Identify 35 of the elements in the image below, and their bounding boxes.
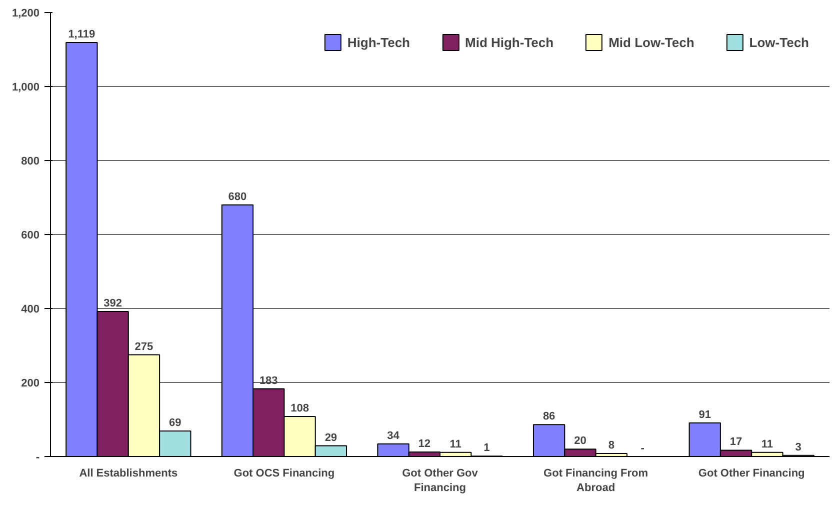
data-label: 20 bbox=[574, 435, 586, 448]
data-label: 8 bbox=[608, 440, 614, 452]
data-label: 69 bbox=[169, 416, 182, 429]
legend-label: Mid Low-Tech bbox=[608, 34, 694, 50]
data-label: 108 bbox=[290, 402, 309, 415]
data-label: 3 bbox=[795, 441, 802, 454]
data-label: 392 bbox=[104, 297, 122, 310]
data-label: 91 bbox=[698, 408, 711, 421]
data-label: 1,119 bbox=[68, 28, 96, 40]
data-label: 1 bbox=[484, 442, 490, 454]
x-tick-label: Got OCS Financing bbox=[234, 468, 335, 480]
data-label: 29 bbox=[324, 432, 338, 444]
data-label: - bbox=[640, 442, 645, 454]
legend-label: Mid High-Tech bbox=[465, 34, 554, 50]
data-label: 11 bbox=[450, 438, 462, 450]
legend-label: Low-Tech bbox=[749, 34, 809, 50]
y-tick-label: - bbox=[36, 452, 40, 464]
data-label: 680 bbox=[228, 190, 247, 203]
x-tick-label: Got Financing From Abroad bbox=[544, 468, 648, 494]
data-label: 275 bbox=[134, 340, 154, 353]
y-tick-label: 800 bbox=[21, 156, 40, 168]
data-label: 86 bbox=[542, 410, 556, 423]
x-tick-label: All Establishments bbox=[79, 468, 178, 480]
data-label: 34 bbox=[387, 430, 400, 442]
data-label: 17 bbox=[730, 436, 742, 448]
x-tick-label: Got Other Financing bbox=[698, 468, 805, 480]
x-tick-label: Got Other Gov Financing bbox=[402, 468, 479, 494]
legend-label: High-Tech bbox=[347, 34, 410, 50]
data-label: 11 bbox=[761, 438, 774, 450]
y-tick-label: 200 bbox=[21, 378, 40, 390]
y-tick-label: 400 bbox=[21, 304, 40, 316]
y-tick-label: 1,000 bbox=[12, 82, 40, 94]
data-label: 12 bbox=[418, 438, 431, 450]
y-tick-label: 1,200 bbox=[12, 8, 40, 20]
y-tick-label: 600 bbox=[21, 230, 40, 242]
